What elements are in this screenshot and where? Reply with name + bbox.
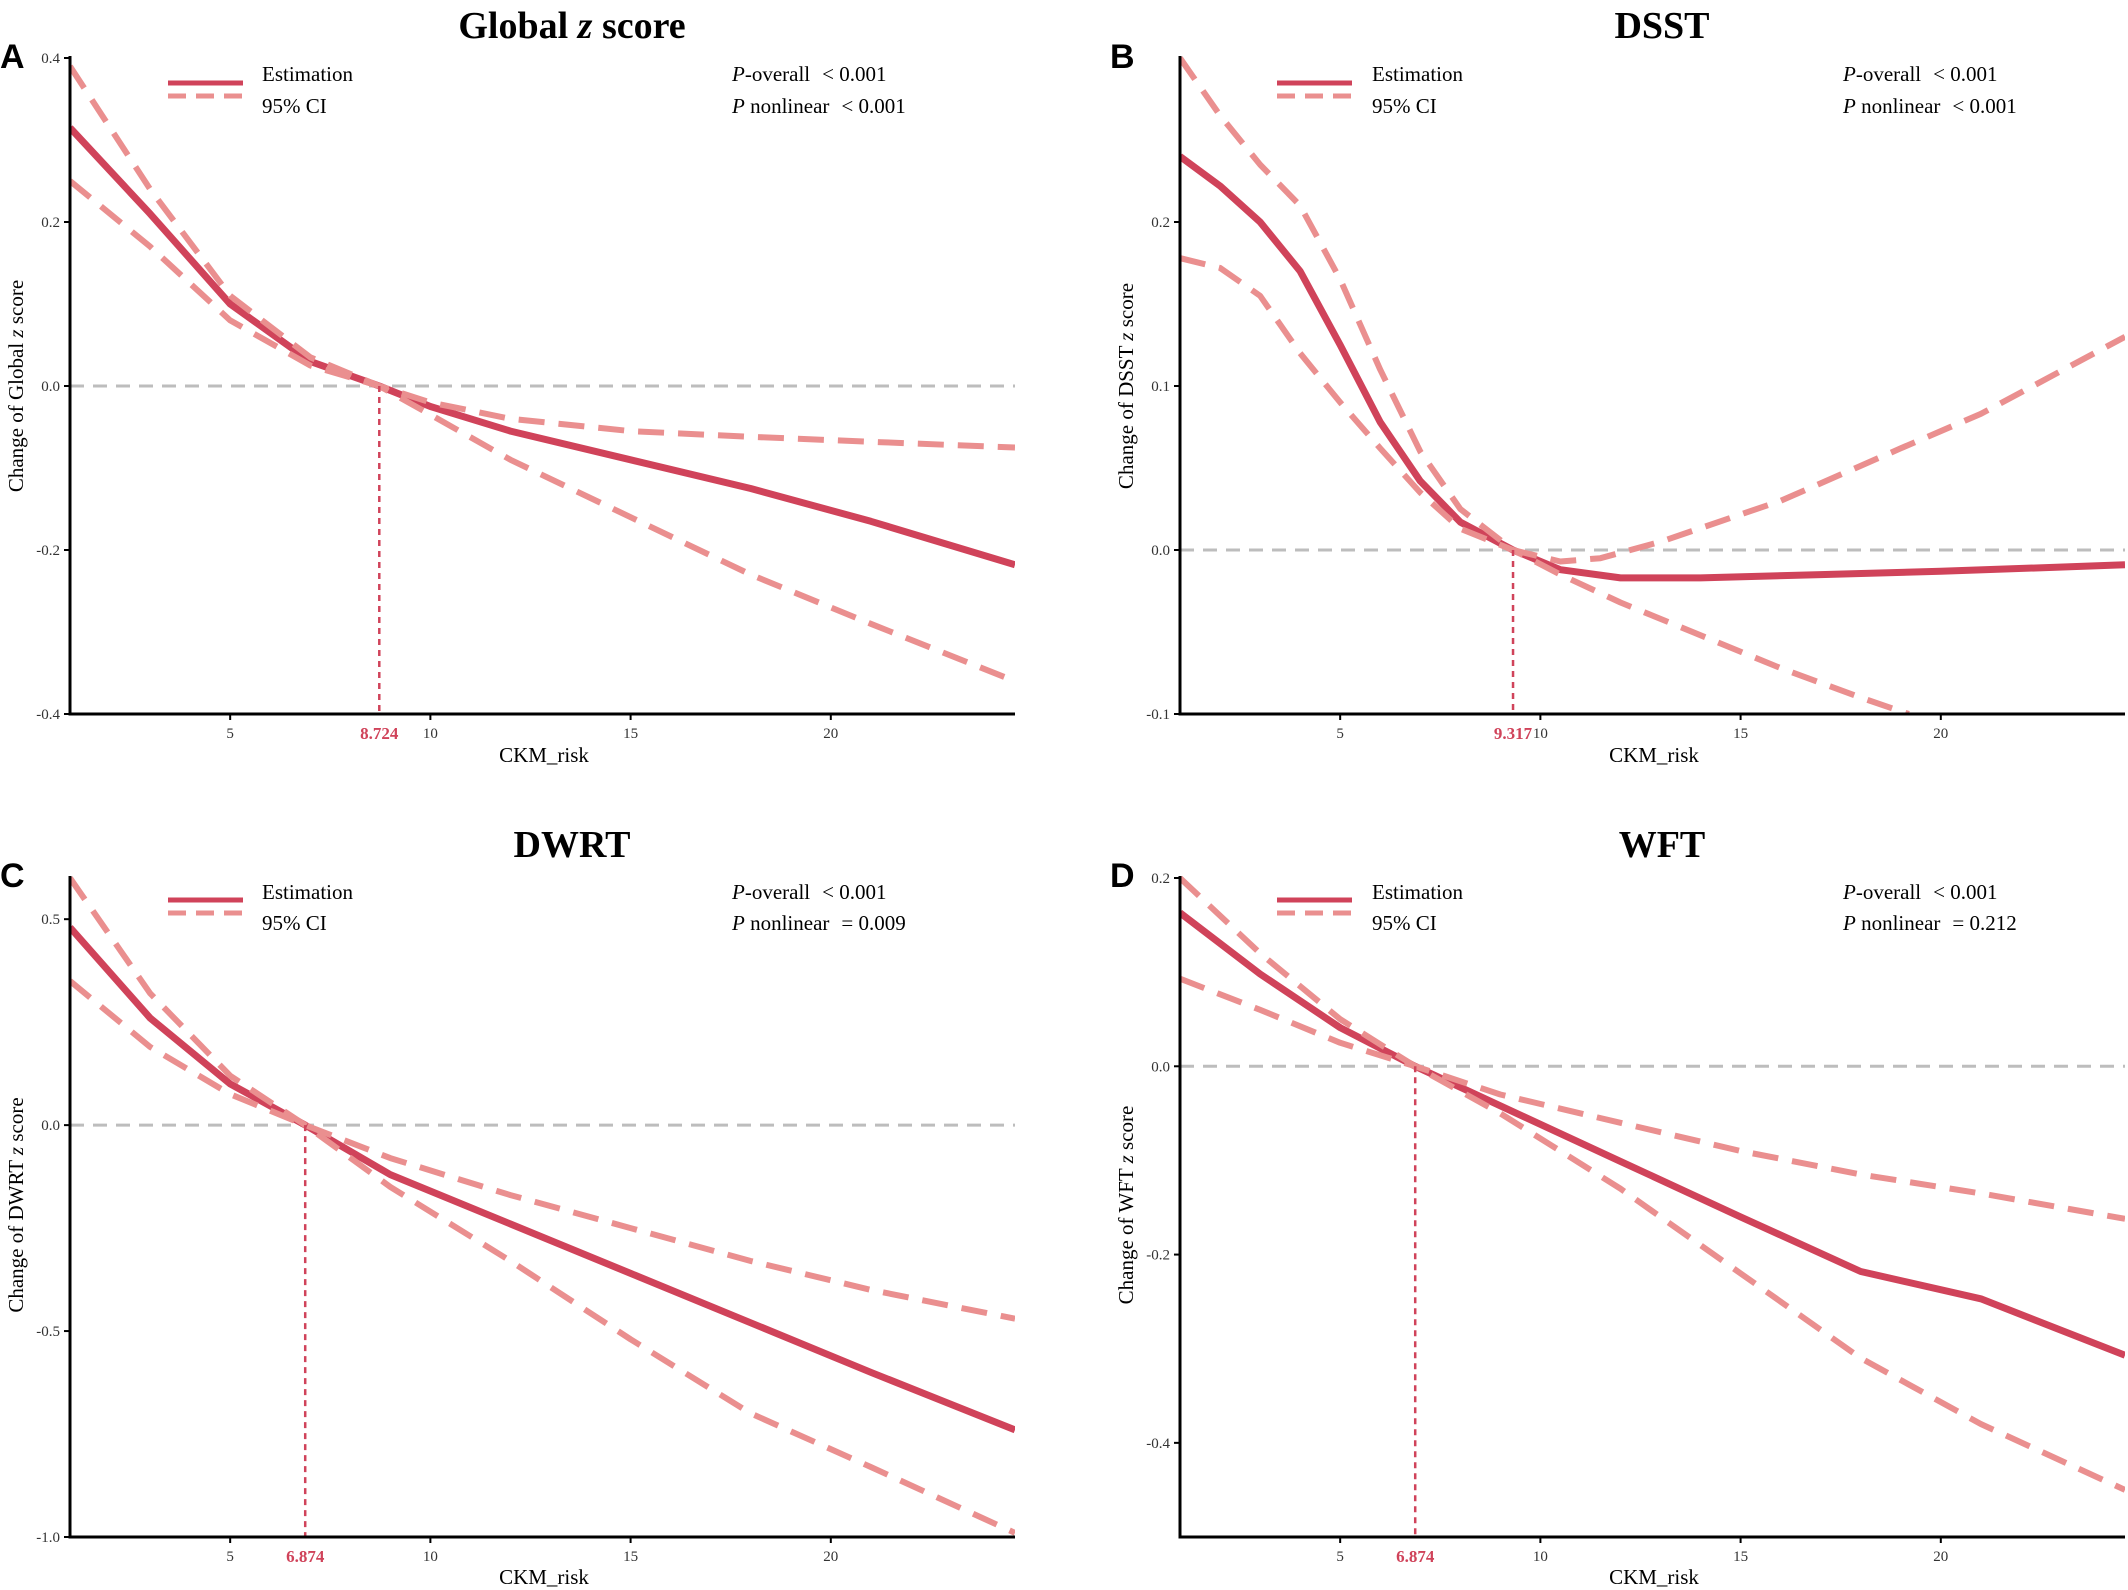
panel-c-y-axis-label: Change of DWRT z score — [4, 1097, 28, 1312]
panel-a-x-axis-label: CKM_risk — [499, 743, 589, 767]
y-tick-label: 0.0 — [41, 379, 60, 395]
panel-c-plot-area: 5 10 15 20 -1.0 -0.5 0.0 0.5 6.874 — [36, 876, 1015, 1566]
x-tick-label: 5 — [226, 1549, 234, 1565]
panel-b: B DSST Estimation 95% CI P-overall < 0.00… — [1110, 5, 2125, 767]
x-tick-label: 15 — [1733, 1549, 1748, 1565]
panel-d-p-nonlinear: P nonlinear = 0.212 — [1842, 911, 2017, 935]
panel-letter-c: C — [0, 857, 25, 895]
panel-d-y-axis-label: Change of WFT z score — [1114, 1106, 1138, 1305]
panel-b-ci-line-2 — [1180, 255, 1910, 714]
panel-c-title: DWRT — [514, 824, 631, 866]
y-tick-label: -0.2 — [1146, 1248, 1170, 1264]
y-tick-label: -0.4 — [1146, 1436, 1170, 1452]
panel-c: C DWRT Estimation 95% CI P-overall < 0.00… — [0, 824, 1015, 1589]
y-tick-label: 0.2 — [1151, 215, 1170, 231]
x-tick-label: 15 — [623, 726, 638, 742]
x-tick-label: 5 — [1336, 1549, 1344, 1565]
legend-ci-label: 95% CI — [1372, 94, 1437, 118]
x-tick-label: 20 — [823, 1549, 838, 1565]
legend-estimate-label: Estimation — [262, 880, 353, 904]
panel-letter-a: A — [0, 38, 25, 76]
x-tick-label: 10 — [423, 1549, 438, 1565]
panel-b-plot-area: 5 10 15 20 -0.1 0.0 0.1 0.2 9.317 — [1146, 56, 2125, 743]
y-tick-label: 0.0 — [1151, 1059, 1170, 1075]
y-tick-label: -1.0 — [36, 1530, 60, 1546]
x-tick-label: 5 — [1336, 726, 1344, 742]
panel-d-ci-line-1 — [1180, 876, 2125, 1493]
panel-b-x-axis-label: CKM_risk — [1609, 743, 1699, 767]
panel-a-y-axis-label: Change of Global z score — [4, 280, 28, 492]
panel-d-plot-area: 5 10 15 20 -0.4 -0.2 0.0 0.2 6.874 — [1146, 871, 2125, 1566]
panel-d-title: WFT — [1619, 824, 1706, 866]
panel-d: D WFT Estimation 95% CI P-overall < 0.001… — [1110, 824, 2125, 1589]
x-tick-label: 10 — [423, 726, 438, 742]
panel-d-estimate-line — [1180, 910, 2125, 1359]
panel-c-threshold-label: 6.874 — [286, 1547, 325, 1566]
y-tick-label: 0.0 — [1151, 543, 1170, 559]
panel-b-threshold-label: 9.317 — [1494, 724, 1533, 743]
panel-b-p-overall: P-overall < 0.001 — [1842, 62, 1997, 86]
panel-a-title: Global z score — [458, 5, 685, 47]
panel-c-x-axis-label: CKM_risk — [499, 1565, 589, 1589]
legend-estimate-label: Estimation — [1372, 62, 1463, 86]
panel-b-p-nonlinear: P nonlinear < 0.001 — [1842, 94, 2017, 118]
panel-d-x-axis-label: CKM_risk — [1609, 1565, 1699, 1589]
x-tick-label: 20 — [823, 726, 838, 742]
y-tick-label: 0.2 — [1151, 871, 1170, 887]
x-tick-label: 5 — [226, 726, 234, 742]
legend-ci-label: 95% CI — [262, 94, 327, 118]
legend-estimate-label: Estimation — [1372, 880, 1463, 904]
legend-ci-label: 95% CI — [262, 911, 327, 935]
y-tick-label: 0.0 — [41, 1118, 60, 1134]
panel-c-ci-line-2 — [70, 978, 1015, 1322]
x-tick-label: 10 — [1533, 1549, 1548, 1565]
panel-d-p-overall: P-overall < 0.001 — [1842, 880, 1997, 904]
y-tick-label: -0.2 — [36, 543, 60, 559]
panel-b-ci-line-1 — [1180, 56, 2125, 565]
x-tick-label: 15 — [1733, 726, 1748, 742]
panel-a-estimate-line — [70, 125, 1015, 569]
y-tick-label: -0.5 — [36, 1324, 60, 1340]
panel-c-p-overall: P-overall < 0.001 — [731, 880, 886, 904]
panel-b-legend: Estimation 95% CI — [1277, 62, 1463, 118]
y-tick-label: -0.4 — [36, 707, 60, 723]
panel-a-threshold-label: 8.724 — [360, 724, 399, 743]
panel-b-estimate-line — [1180, 153, 2125, 582]
y-tick-label: 0.5 — [41, 912, 60, 928]
legend-estimate-label: Estimation — [262, 62, 353, 86]
legend-ci-label: 95% CI — [1372, 911, 1437, 935]
panel-c-legend: Estimation 95% CI — [168, 880, 353, 935]
y-tick-label: 0.2 — [41, 215, 60, 231]
x-tick-label: 10 — [1533, 726, 1548, 742]
panel-d-ci-line-2 — [1180, 975, 2125, 1222]
panel-a-legend: Estimation 95% CI — [168, 62, 353, 118]
panel-letter-d: D — [1110, 857, 1135, 895]
x-tick-label: 20 — [1933, 726, 1948, 742]
panel-a-p-nonlinear: P nonlinear < 0.001 — [731, 94, 906, 118]
panel-d-legend: Estimation 95% CI — [1277, 880, 1463, 935]
panel-a-ci-line-1 — [70, 64, 1015, 684]
panel-b-title: DSST — [1614, 5, 1709, 47]
y-tick-label: -0.1 — [1146, 707, 1170, 723]
panel-letter-b: B — [1110, 38, 1135, 76]
panel-a-p-overall: P-overall < 0.001 — [731, 62, 886, 86]
y-tick-label: 0.4 — [41, 51, 60, 67]
panel-b-y-axis-label: Change of DSST z score — [1114, 283, 1138, 489]
panel-a-ci-line-2 — [70, 178, 1015, 451]
x-tick-label: 20 — [1933, 1549, 1948, 1565]
x-tick-label: 15 — [623, 1549, 638, 1565]
panel-c-p-nonlinear: P nonlinear = 0.009 — [731, 911, 906, 935]
panel-c-estimate-line — [70, 925, 1015, 1434]
panel-a: A Global z score Estimation 95% CI P-ove… — [0, 5, 1015, 767]
panel-c-ci-line-1 — [70, 876, 1015, 1536]
panel-d-threshold-label: 6.874 — [1396, 1547, 1435, 1566]
y-tick-label: 0.1 — [1151, 379, 1170, 395]
panel-a-plot-area: 5 10 15 20 -0.4 -0.2 0.0 0.2 0.4 8.724 — [36, 51, 1015, 743]
